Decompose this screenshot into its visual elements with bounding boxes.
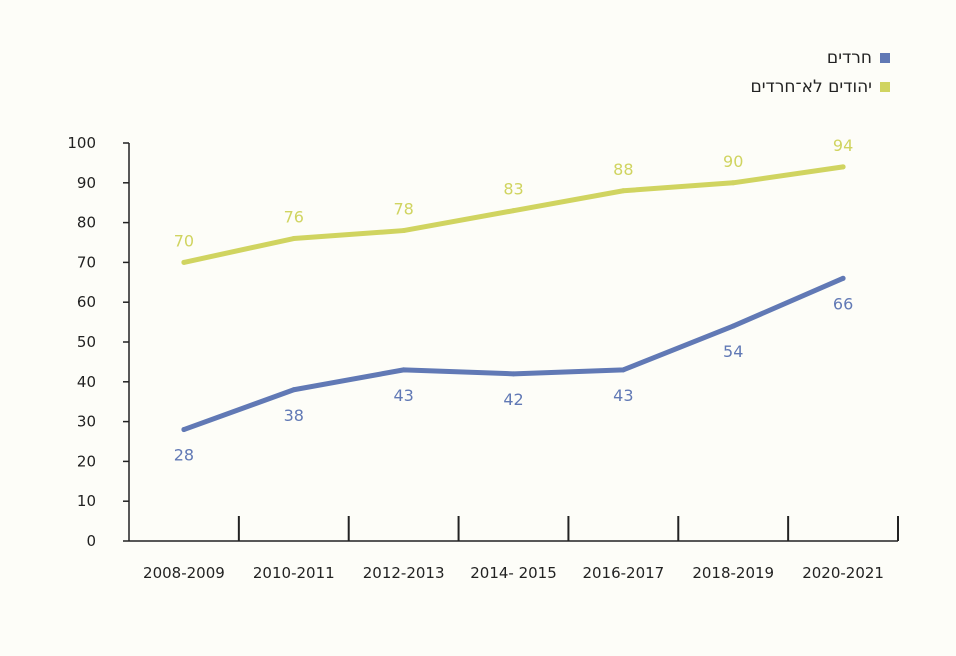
x-tick-label-5: 2018-2019 (692, 564, 774, 582)
y-tick-label-0: 0 (86, 532, 96, 550)
data-point-0-0 (181, 427, 187, 433)
data-point-0-2 (401, 367, 407, 373)
x-tick-label-1: 2010-2011 (253, 564, 335, 582)
y-tick-label-100: 100 (67, 134, 96, 152)
data-point-1-6 (840, 164, 846, 170)
legend-swatch-haredim (880, 53, 890, 63)
y-tick-label-50: 50 (77, 333, 96, 351)
legend-label-haredim: חרדים (826, 48, 872, 68)
y-tick-label-30: 30 (77, 413, 96, 431)
data-label-1-2: 78 (393, 200, 413, 219)
data-label-0-3: 42 (503, 390, 523, 409)
x-tick-label-2: 2012-2013 (363, 564, 445, 582)
data-point-1-3 (511, 208, 516, 214)
data-point-1-1 (291, 236, 297, 242)
data-point-0-4 (620, 367, 626, 373)
y-tick-label-90: 90 (77, 174, 96, 192)
data-label-0-0: 28 (174, 446, 194, 465)
data-label-0-5: 54 (723, 342, 743, 361)
x-tick-label-6: 2020-2021 (802, 564, 884, 582)
y-tick-label-40: 40 (77, 373, 96, 391)
y-tick-label-70: 70 (77, 253, 96, 271)
legend-swatch-non-haredi-jews (880, 82, 890, 92)
x-tick-label-0: 2008-2009 (143, 564, 225, 582)
y-tick-label-20: 20 (77, 452, 96, 470)
data-point-0-3 (511, 371, 516, 377)
legend-label-non-haredi-jews: יהודים לא־חרדים (750, 77, 872, 97)
data-label-1-3: 83 (503, 180, 523, 199)
data-label-1-1: 76 (284, 208, 304, 227)
data-label-1-5: 90 (723, 152, 743, 171)
data-label-0-1: 38 (284, 406, 304, 425)
data-label-1-6: 94 (833, 136, 853, 155)
data-point-1-0 (181, 259, 187, 265)
data-label-0-6: 66 (833, 294, 853, 313)
data-label-1-4: 88 (613, 160, 633, 179)
y-tick-label-80: 80 (77, 214, 96, 232)
legend-item-haredim: חרדים (827, 48, 890, 68)
y-tick-label-60: 60 (77, 293, 96, 311)
legend-item-non-haredi-jews: יהודים לא־חרדים (750, 77, 890, 97)
x-tick-label-3: 2014- 2015 (470, 564, 557, 582)
data-point-0-1 (291, 387, 297, 393)
data-point-0-6 (840, 275, 846, 281)
data-point-1-4 (620, 188, 626, 194)
data-point-1-2 (401, 228, 407, 234)
data-point-0-5 (730, 323, 736, 329)
y-tick-label-10: 10 (77, 492, 96, 510)
x-tick-label-4: 2016-2017 (582, 564, 664, 582)
data-label-0-4: 43 (613, 386, 633, 405)
data-point-1-5 (730, 180, 736, 186)
data-label-1-0: 70 (174, 231, 194, 250)
data-label-0-2: 43 (393, 386, 413, 405)
